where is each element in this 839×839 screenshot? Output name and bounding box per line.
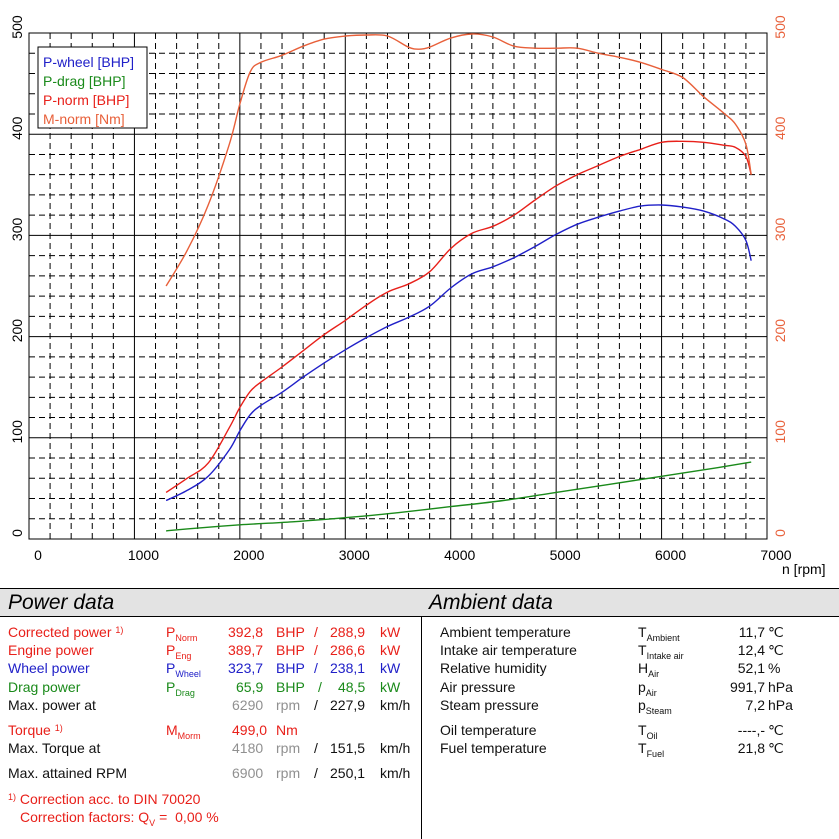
torque-label: Torque xyxy=(8,722,51,738)
y-right-tick-label: 200 xyxy=(772,319,788,343)
power-data-title: Power data xyxy=(0,588,421,617)
corrected-power-label: Corrected power xyxy=(8,624,112,640)
dyno-chart: 0 1000 2000 3000 4000 5000 6000 700001002003004… xyxy=(9,15,826,577)
x-tick-label: 2000 xyxy=(233,547,264,563)
y-right-tick-label: 100 xyxy=(772,420,788,444)
max-torque-at-label: Max. Torque at xyxy=(8,740,101,756)
max-rpm-label: Max. attained RPM xyxy=(8,765,128,781)
y-left-tick-label: 500 xyxy=(9,15,25,39)
y-left-tick-label: 100 xyxy=(9,420,25,444)
y-left-tick-label: 400 xyxy=(9,116,25,140)
x-tick-label: 1000 xyxy=(128,547,159,563)
y-left-tick-label: 300 xyxy=(9,218,25,242)
legend-entry-p-wheel: P-wheel [BHP] xyxy=(43,54,134,70)
x-tick-label: 3000 xyxy=(339,547,370,563)
x-axis-label: n [rpm] xyxy=(782,561,826,577)
y-right-tick-label: 300 xyxy=(772,218,788,242)
chart-series xyxy=(165,33,752,532)
series-p-wheel xyxy=(165,204,752,502)
series-p-drag xyxy=(166,461,752,532)
wheel-power-label: Wheel power xyxy=(8,660,90,676)
x-tick-label: 0 xyxy=(34,547,42,563)
legend-entry-m-norm: M-norm [Nm] xyxy=(43,111,125,127)
y-right-tick-label: 400 xyxy=(772,116,788,140)
y-left-tick-label: 0 xyxy=(9,529,25,537)
max-power-at-label: Max. power at xyxy=(8,697,96,713)
y-right-tick-label: 0 xyxy=(772,529,788,537)
ambient-data-panel: Ambient data Ambient temperature TAmbien… xyxy=(421,588,839,839)
x-tick-label: 7000 xyxy=(760,547,791,563)
engine-power-label: Engine power xyxy=(8,642,94,658)
series-p-norm xyxy=(165,140,752,493)
x-tick-label: 4000 xyxy=(444,547,475,563)
y-left-tick-label: 200 xyxy=(9,319,25,343)
drag-power-label: Drag power xyxy=(8,679,81,695)
footnote-correction-factors: Correction factors: QV = 0,00 % xyxy=(20,809,219,828)
power-data-panel: Power data Corrected power 1) PNorm 392,… xyxy=(0,588,422,839)
legend-entry-p-norm: P-norm [BHP] xyxy=(43,92,129,108)
y-right-tick-label: 500 xyxy=(772,15,788,39)
footnote-din: 1) Correction acc. to DIN 70020 xyxy=(8,791,201,807)
series-m-norm xyxy=(165,33,752,287)
chart-ticks: 0 1000 2000 3000 4000 5000 6000 700001002003004… xyxy=(9,15,792,563)
legend-entry-p-drag: P-drag [BHP] xyxy=(43,73,125,89)
chart-legend: P-wheel [BHP] P-drag [BHP] P-norm [BHP] … xyxy=(37,46,148,129)
x-tick-label: 6000 xyxy=(655,547,686,563)
plot-frame xyxy=(28,32,768,540)
ambient-data-title: Ambient data xyxy=(421,588,839,617)
x-tick-label: 5000 xyxy=(550,547,581,563)
